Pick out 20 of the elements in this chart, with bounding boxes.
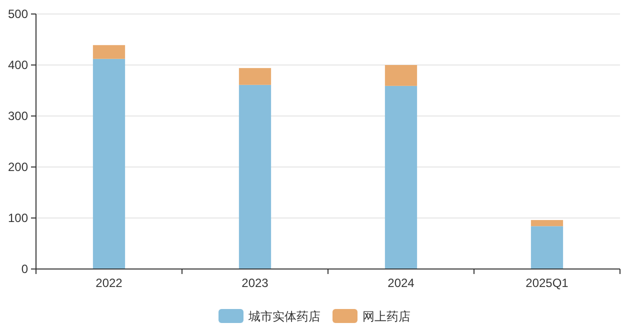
legend-label: 网上药店: [362, 310, 410, 324]
y-tick-label: 500: [8, 7, 28, 21]
x-tick-label: 2025Q1: [526, 276, 569, 290]
y-tick-label: 200: [8, 160, 28, 174]
bar: [238, 68, 272, 85]
bar: [384, 65, 418, 86]
y-tick-label: 300: [8, 109, 28, 123]
bar: [530, 226, 564, 269]
bar: [238, 84, 272, 269]
x-tick-label: 2023: [242, 276, 269, 290]
bar: [384, 86, 418, 269]
bar: [530, 220, 564, 226]
bar: [92, 58, 126, 269]
legend-label: 城市实体药店: [248, 310, 320, 324]
y-tick-label: 400: [8, 58, 28, 72]
x-tick-label: 2022: [96, 276, 123, 290]
bar: [92, 45, 126, 59]
y-tick-label: 0: [21, 262, 28, 276]
x-tick-label: 2024: [388, 276, 415, 290]
y-tick-label: 100: [8, 211, 28, 225]
